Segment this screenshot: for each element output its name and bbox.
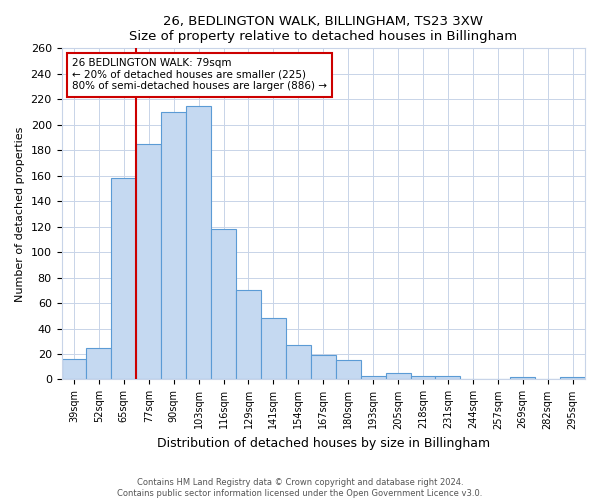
Bar [62, 359, 86, 380]
Bar [211, 229, 236, 380]
Bar [410, 376, 436, 380]
Title: 26, BEDLINGTON WALK, BILLINGHAM, TS23 3XW
Size of property relative to detached : 26, BEDLINGTON WALK, BILLINGHAM, TS23 3X… [129, 15, 517, 43]
Y-axis label: Number of detached properties: Number of detached properties [15, 126, 25, 302]
Bar [112, 178, 136, 380]
Bar [261, 318, 286, 380]
Bar [386, 373, 410, 380]
Bar [436, 376, 460, 380]
Bar [236, 290, 261, 380]
Bar [510, 377, 535, 380]
Bar [186, 106, 211, 380]
Text: Contains HM Land Registry data © Crown copyright and database right 2024.
Contai: Contains HM Land Registry data © Crown c… [118, 478, 482, 498]
Bar [560, 377, 585, 380]
Bar [136, 144, 161, 380]
Bar [86, 348, 112, 380]
Bar [361, 376, 386, 380]
X-axis label: Distribution of detached houses by size in Billingham: Distribution of detached houses by size … [157, 437, 490, 450]
Text: 26 BEDLINGTON WALK: 79sqm
← 20% of detached houses are smaller (225)
80% of semi: 26 BEDLINGTON WALK: 79sqm ← 20% of detac… [72, 58, 327, 92]
Bar [161, 112, 186, 380]
Bar [286, 345, 311, 380]
Bar [336, 360, 361, 380]
Bar [311, 355, 336, 380]
